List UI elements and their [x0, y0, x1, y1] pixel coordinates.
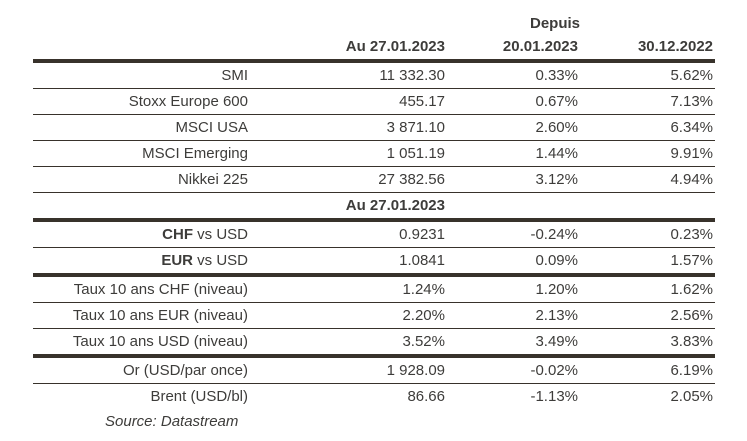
row-value: 86.66 [407, 388, 445, 405]
row-change-1: 1.44% [453, 140, 586, 167]
header-spacer [33, 34, 258, 63]
column-header-date2: 20.01.2023 [453, 34, 586, 63]
row-value: 3.52% [258, 328, 453, 358]
column-header-row: Au 27.01.2023 20.01.2023 30.12.2022 [33, 34, 716, 63]
row-label: Or (USD/par once) [33, 356, 258, 384]
column-header-main-date: Au 27.01.2023 [258, 34, 453, 63]
table-row-stoxx: Stoxx Europe 600 455.17 0.67% 7.13% [33, 88, 716, 115]
row-change-2: 3.83% [586, 328, 716, 358]
table-row-taux-chf: Taux 10 ans CHF (niveau) 1.24% 1.20% 1.6… [33, 275, 716, 303]
source-row: Source: Datastream [33, 409, 715, 441]
table-row-chf-usd: CHF vs USD 0.9231 -0.24% 0.23% [33, 220, 716, 248]
currency-pair-suffix: vs USD [192, 226, 248, 243]
row-value: 455.17 [258, 88, 453, 115]
row-label: Taux 10 ans USD (niveau) [33, 328, 258, 358]
header-spacer [33, 12, 453, 34]
row-change-1: 0.67% [453, 88, 586, 115]
row-label: Nikkei 225 [33, 166, 258, 193]
subheader-row: Au 27.01.2023 [33, 192, 716, 222]
currency-code: CHF [162, 226, 193, 243]
row-label: CHF vs USD [33, 220, 258, 248]
row-value: 2.20% [258, 302, 453, 329]
row-change-2: 2.05% [670, 388, 714, 405]
row-change-2: 2.56% [586, 302, 716, 329]
row-label: SMI [33, 61, 258, 89]
subheader-spacer [586, 192, 716, 222]
row-value: 1.24% [258, 275, 453, 303]
row-change-1: 1.20% [453, 275, 586, 303]
row-change-1: 3.12% [453, 166, 586, 193]
row-label: Brent (USD/bl) [150, 388, 248, 405]
row-value: 11 332.30 [258, 61, 453, 89]
column-header-date3: 30.12.2022 [586, 34, 716, 63]
row-change-1: -0.24% [453, 220, 586, 248]
table-row-msci-usa: MSCI USA 3 871.10 2.60% 6.34% [33, 114, 716, 141]
row-label: EUR vs USD [33, 247, 258, 277]
row-label: Taux 10 ans CHF (niveau) [33, 275, 258, 303]
table-row-taux-eur: Taux 10 ans EUR (niveau) 2.20% 2.13% 2.5… [33, 302, 716, 329]
row-change-1: 3.49% [453, 328, 586, 358]
subheader-main-date: Au 27.01.2023 [258, 192, 453, 222]
row-value: 27 382.56 [258, 166, 453, 193]
market-data-table: Depuis Au 27.01.2023 20.01.2023 30.12.20… [33, 12, 716, 441]
row-value: 1 928.09 [258, 356, 453, 384]
row-label: MSCI USA [33, 114, 258, 141]
row-change-1: 0.33% [453, 61, 586, 89]
row-label: MSCI Emerging [33, 140, 258, 167]
row-change-2: 1.62% [586, 275, 716, 303]
row-value: 1 051.19 [258, 140, 453, 167]
row-change-2: 6.34% [586, 114, 716, 141]
row-change-1: 0.09% [453, 247, 586, 277]
currency-code: EUR [161, 252, 193, 269]
subheader-spacer [33, 192, 258, 222]
table-row-taux-usd: Taux 10 ans USD (niveau) 3.52% 3.49% 3.8… [33, 328, 716, 358]
depuis-header-label: Depuis [530, 14, 581, 32]
row-change-2: 9.91% [586, 140, 716, 167]
source-label: Source: Datastream [105, 413, 239, 430]
currency-pair-suffix: vs USD [192, 252, 248, 269]
row-change-2: 5.62% [586, 61, 716, 89]
row-change-2: 1.57% [586, 247, 716, 277]
row-label: Taux 10 ans EUR (niveau) [33, 302, 258, 329]
row-change-2: 0.23% [586, 220, 716, 248]
row-change-1: 2.13% [453, 302, 586, 329]
row-value: 3 871.10 [258, 114, 453, 141]
subheader-spacer [453, 192, 586, 222]
row-change-2: 7.13% [586, 88, 716, 115]
table-row-eur-usd: EUR vs USD 1.0841 0.09% 1.57% [33, 247, 716, 277]
row-change-2: 6.19% [586, 356, 716, 384]
row-label: Stoxx Europe 600 [33, 88, 258, 115]
row-value: 0.9231 [258, 220, 453, 248]
row-change-1: 2.60% [453, 114, 586, 141]
row-value: 1.0841 [258, 247, 453, 277]
table-row-or: Or (USD/par once) 1 928.09 -0.02% 6.19% [33, 356, 716, 384]
table-row-smi: SMI 11 332.30 0.33% 5.62% [33, 61, 716, 89]
table-row-nikkei: Nikkei 225 27 382.56 3.12% 4.94% [33, 166, 716, 193]
table-row-brent: Brent (USD/bl) 86.66 -1.13% 2.05% [33, 384, 715, 410]
row-change-2: 4.94% [586, 166, 716, 193]
row-change-1: -1.13% [530, 388, 578, 405]
depuis-spanner-row: Depuis [33, 12, 715, 34]
row-change-1: -0.02% [453, 356, 586, 384]
table-row-msci-emerging: MSCI Emerging 1 051.19 1.44% 9.91% [33, 140, 716, 167]
